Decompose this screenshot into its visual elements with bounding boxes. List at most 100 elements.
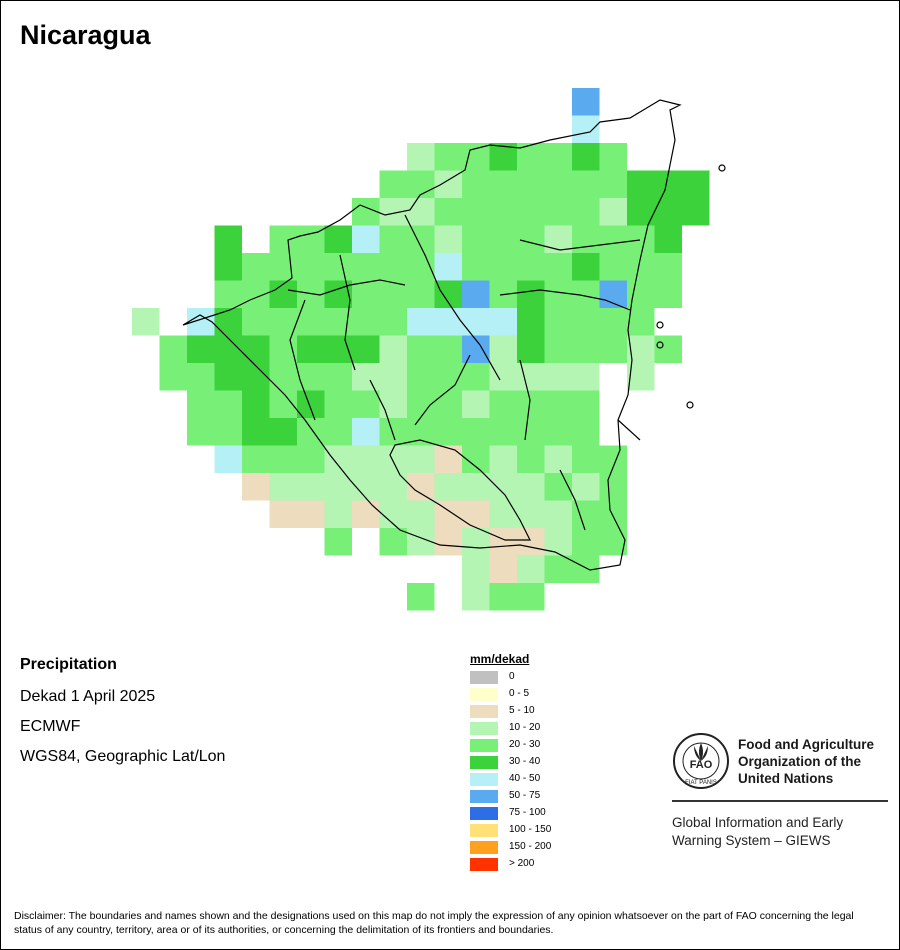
grid-cell (572, 253, 600, 281)
legend-label: > 200 (509, 858, 535, 869)
grid-cell (434, 280, 462, 308)
grid-cell (407, 143, 435, 171)
grid-cell (269, 445, 297, 473)
grid-cell (269, 500, 297, 528)
grid-cell (324, 500, 352, 528)
grid-cell (517, 390, 545, 418)
map-source: ECMWF (20, 718, 81, 735)
grid-cell (434, 253, 462, 281)
boundary-line (339, 254, 356, 371)
grid-cell (462, 170, 490, 198)
grid-cell (297, 473, 325, 501)
grid-cell (462, 418, 490, 446)
grid-cell (544, 363, 572, 391)
grid-cell (434, 473, 462, 501)
grid-cell (434, 198, 462, 226)
grid-cell (434, 335, 462, 363)
grid-cell (544, 390, 572, 418)
grid-cell (434, 445, 462, 473)
grid-cell (544, 500, 572, 528)
grid-cell (599, 253, 627, 281)
legend-label: 10 - 20 (509, 722, 541, 733)
legend-label: 0 - 5 (509, 688, 530, 699)
island (718, 164, 726, 172)
island (656, 321, 664, 329)
grid-cell (324, 390, 352, 418)
grid-cell (489, 335, 517, 363)
grid-cell (489, 418, 517, 446)
grid-cell (214, 308, 242, 336)
grid-cell (324, 363, 352, 391)
legend-swatch (470, 858, 498, 871)
grid-cell (489, 500, 517, 528)
legend-label: 20 - 30 (509, 739, 541, 750)
grid-cell (379, 170, 407, 198)
grid-cell (132, 308, 160, 336)
grid-cell (544, 198, 572, 226)
grid-cell (572, 473, 600, 501)
grid-cell (517, 473, 545, 501)
grid-cell (407, 363, 435, 391)
grid-cell (682, 170, 710, 198)
legend-label: 5 - 10 (509, 705, 535, 716)
grid-cell (297, 500, 325, 528)
grid-cell (517, 335, 545, 363)
grid-cell (407, 418, 435, 446)
boundary-line (404, 214, 501, 381)
grid-cell (599, 500, 627, 528)
boundary-line (499, 289, 631, 311)
legend-swatch (470, 688, 498, 701)
grid-cell (517, 253, 545, 281)
boundary-line (559, 469, 586, 531)
grid-cell (214, 280, 242, 308)
grid-cell (297, 363, 325, 391)
grid-cell (572, 390, 600, 418)
grid-cell (654, 253, 682, 281)
grid-cell (462, 583, 490, 611)
grid-cell (297, 253, 325, 281)
legend-swatch (470, 790, 498, 803)
grid-cell (462, 280, 490, 308)
legend-swatch (470, 739, 498, 752)
grid-cell (517, 170, 545, 198)
grid-cell (407, 198, 435, 226)
grid-cell (489, 225, 517, 253)
grid-cell (434, 528, 462, 556)
map-projection: WGS84, Geographic Lat/Lon (20, 748, 226, 765)
grid-cell (682, 198, 710, 226)
grid-cell (187, 308, 215, 336)
map-title: Nicaragua (20, 20, 151, 50)
grid-cell (214, 253, 242, 281)
grid-cell (544, 418, 572, 446)
grid-cell (352, 418, 380, 446)
country-outline (182, 99, 726, 571)
grid-cell (544, 308, 572, 336)
grid-cell (159, 363, 187, 391)
grid-cell (214, 390, 242, 418)
grid-cell (324, 335, 352, 363)
grid-cell (187, 418, 215, 446)
grid-cell (517, 583, 545, 611)
legend-label: 150 - 200 (509, 841, 552, 852)
grid-cell (462, 500, 490, 528)
grid-cell (269, 418, 297, 446)
legend-label: 75 - 100 (509, 807, 546, 818)
legend-label: 100 - 150 (509, 824, 552, 835)
grid-cell (297, 308, 325, 336)
fao-name-line: Organization of the (738, 754, 861, 769)
grid-cell (572, 88, 600, 116)
grid-cell (269, 363, 297, 391)
grid-cell (297, 280, 325, 308)
legend-swatch (470, 773, 498, 786)
grid-cell (489, 170, 517, 198)
grid-cell (599, 225, 627, 253)
grid-cell (352, 390, 380, 418)
grid-cell (269, 473, 297, 501)
grid-cell (269, 280, 297, 308)
grid-cell (489, 308, 517, 336)
grid-cell (159, 335, 187, 363)
giews-program-name: Global Information and Early Warning Sys… (672, 814, 888, 850)
legend-label: 50 - 75 (509, 790, 541, 801)
fao-emblem-text: FAO (690, 759, 713, 771)
grid-cell (407, 170, 435, 198)
